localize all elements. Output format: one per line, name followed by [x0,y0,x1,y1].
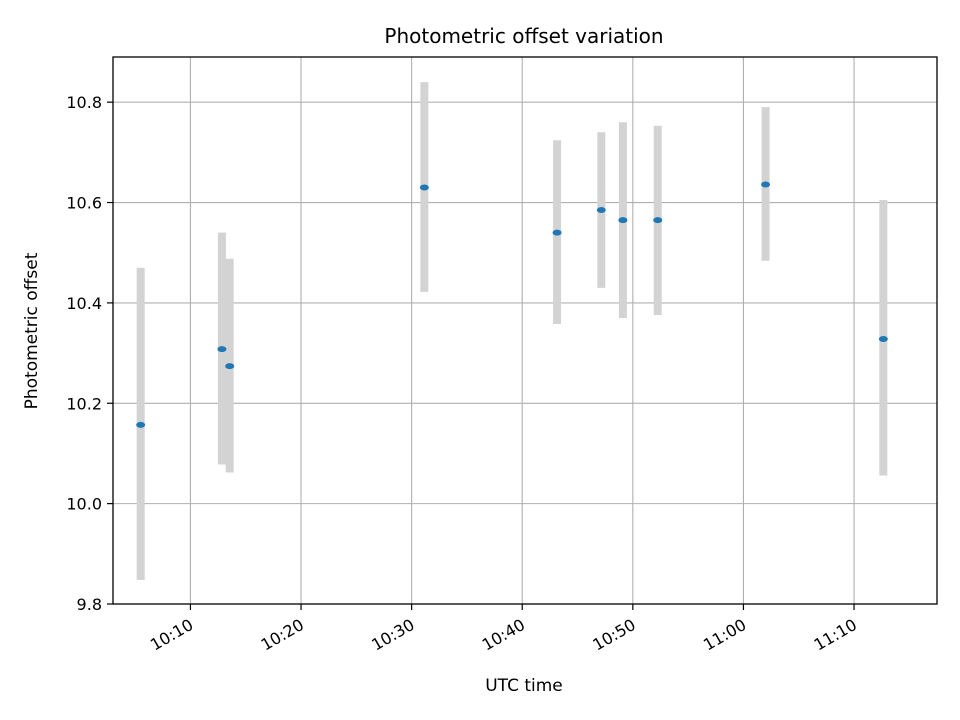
data-point [217,346,227,353]
data-point [136,421,146,428]
data-point [761,181,771,188]
data-point [419,184,429,191]
x-axis-label: UTC time [485,676,563,696]
y-tick-label: 9.8 [77,595,102,614]
y-tick-label: 10.0 [66,495,102,514]
data-point [596,207,606,214]
data-point [653,217,663,224]
data-point [878,336,888,343]
data-point [552,229,562,236]
y-tick-label: 10.4 [66,294,102,313]
y-tick-label: 10.8 [66,93,102,112]
y-tick-label: 10.2 [66,394,102,413]
plot-frame [112,56,938,605]
chart-title: Photometric offset variation [384,24,663,48]
y-tick-label: 10.6 [66,194,102,213]
data-points [136,181,888,428]
y-axis-label: Photometric offset [22,252,42,409]
data-point [618,217,628,224]
data-point [225,363,235,370]
